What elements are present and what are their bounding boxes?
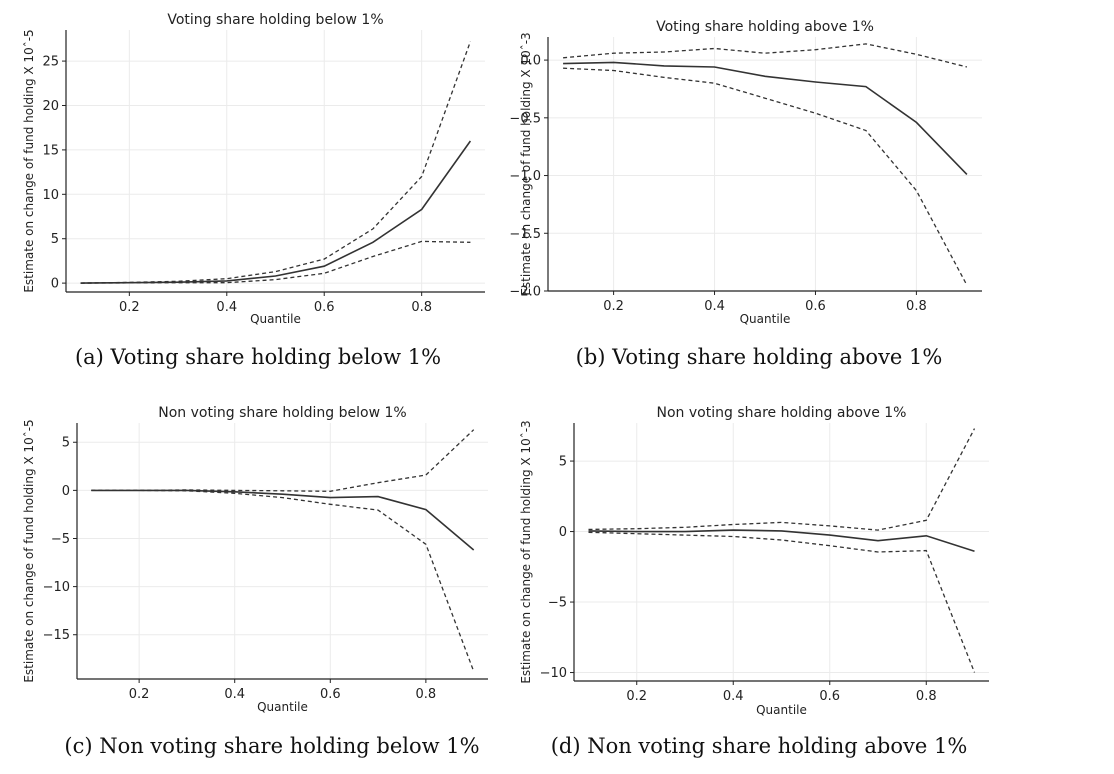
confidence-bound-line <box>91 429 475 492</box>
y-tick-label: −10 <box>43 580 70 595</box>
chart-title: Voting share holding below 1% <box>167 12 383 28</box>
chart-title: Non voting share holding below 1% <box>158 405 406 421</box>
x-tick-label: 0.8 <box>906 299 927 314</box>
confidence-bound-line <box>563 67 968 286</box>
x-tick-label: 0.4 <box>216 300 237 315</box>
y-tick-label: −5 <box>51 532 70 547</box>
x-axis-label: Quantile <box>740 312 791 326</box>
y-axis-label: Estimate on change of fund holding X 10ˆ… <box>22 29 36 292</box>
x-axis-label: Quantile <box>250 312 301 326</box>
x-tick-label: 0.8 <box>411 300 432 315</box>
chart-title: Voting share holding above 1% <box>656 19 874 35</box>
confidence-bound-line <box>91 489 475 672</box>
confidence-bound-line <box>80 41 472 284</box>
confidence-bound-line <box>588 531 976 673</box>
y-tick-label: 10 <box>42 188 59 203</box>
y-axis-label: Estimate on change of fund holding X 10ˆ… <box>519 32 533 295</box>
y-tick-label: 5 <box>51 232 59 247</box>
y-tick-label: −15 <box>43 628 70 643</box>
estimate-line <box>563 61 968 175</box>
x-tick-label: 0.8 <box>416 687 437 702</box>
x-tick-label: 0.2 <box>626 689 647 704</box>
panel-caption: (b) Voting share holding above 1% <box>576 345 943 369</box>
x-tick-label: 0.6 <box>819 689 840 704</box>
panel-caption: (a) Voting share holding below 1% <box>75 345 441 369</box>
x-tick-label: 0.6 <box>314 300 335 315</box>
y-tick-label: −0.5 <box>509 111 541 126</box>
panel-caption: (c) Non voting share holding below 1% <box>64 734 479 758</box>
x-tick-label: 0.4 <box>224 687 245 702</box>
y-tick-label: −1.5 <box>509 227 541 242</box>
y-tick-label: 0 <box>559 525 567 540</box>
y-tick-label: −5 <box>548 596 567 611</box>
x-axis-label: Quantile <box>756 703 807 717</box>
y-tick-label: −1.0 <box>509 169 541 184</box>
y-tick-label: 5 <box>559 455 567 470</box>
y-tick-label: 0.0 <box>520 54 541 69</box>
panel-caption: (d) Non voting share holding above 1% <box>551 734 968 758</box>
confidence-bound-line <box>563 43 968 68</box>
y-tick-label: −10 <box>540 666 567 681</box>
x-tick-label: 0.4 <box>723 689 744 704</box>
chart-panel-1: 0.2 0.4 0.6 0.8 0 5 10 15 20 25 Voting share holdi… <box>22 12 485 369</box>
chart-panel-3: 0.2 0.4 0.6 0.8 5 0 −5 −10 −15 Non voting share h… <box>22 405 488 758</box>
y-tick-label: 25 <box>42 55 59 70</box>
x-tick-label: 0.8 <box>916 689 937 704</box>
y-tick-label: 20 <box>42 99 59 114</box>
y-tick-label: −2.0 <box>509 285 541 300</box>
x-tick-label: 0.2 <box>119 300 140 315</box>
x-tick-label: 0.2 <box>603 299 624 314</box>
chart-title: Non voting share holding above 1% <box>657 405 907 421</box>
estimate-line <box>588 529 975 553</box>
x-tick-label: 0.6 <box>320 687 341 702</box>
y-tick-label: 15 <box>42 143 59 158</box>
confidence-bound-line <box>588 428 976 531</box>
y-tick-label: 5 <box>62 436 70 451</box>
y-tick-label: 0 <box>51 277 59 292</box>
estimate-line <box>80 140 472 284</box>
y-axis-label: Estimate on change of fund holding X 10ˆ… <box>519 420 533 683</box>
confidence-bound-line <box>80 240 471 284</box>
x-tick-label: 0.2 <box>129 687 150 702</box>
estimate-line <box>91 489 475 551</box>
chart-panel-2: 0.2 0.4 0.6 0.8 0.0 −0.5 −1.0 −1.5 −2.0 Voting sh… <box>509 19 982 369</box>
y-tick-label: 0 <box>62 484 70 499</box>
x-tick-label: 0.4 <box>704 299 725 314</box>
chart-panel-4: 0.2 0.4 0.6 0.8 5 0 −5 −10 Non voting share hold… <box>519 405 989 758</box>
y-axis-label: Estimate on change of fund holding X 10ˆ… <box>22 419 36 682</box>
x-tick-label: 0.6 <box>805 299 826 314</box>
x-axis-label: Quantile <box>257 700 308 714</box>
